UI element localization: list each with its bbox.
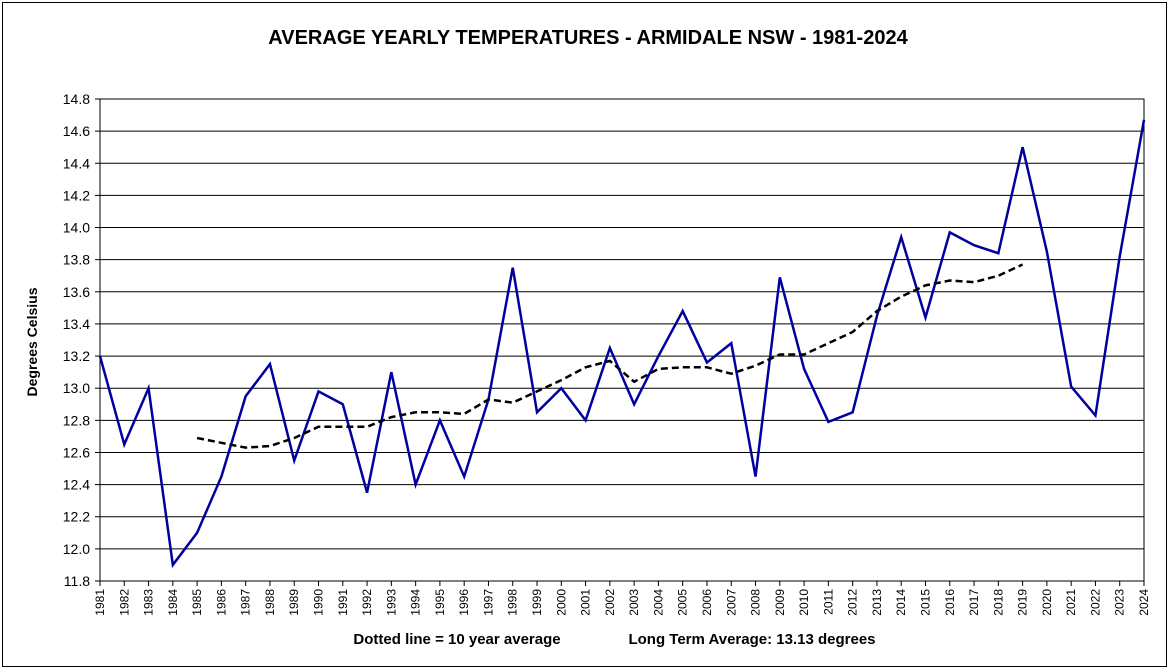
x-tick-label: 2011 xyxy=(821,589,835,615)
x-tick-label: 1989 xyxy=(287,589,301,616)
y-tick-label: 14.6 xyxy=(63,123,90,139)
y-tick-label: 14.8 xyxy=(63,91,90,107)
x-tick-label: 1981 xyxy=(93,589,107,616)
x-tick-label: 2006 xyxy=(700,589,714,616)
x-tick-label: 1991 xyxy=(336,589,350,616)
x-tick-label: 2022 xyxy=(1088,589,1102,616)
x-tick-label: 2018 xyxy=(991,589,1005,616)
x-tick-label: 2024 xyxy=(1137,589,1151,616)
y-axis: 11.8 12.0 12.2 12.4 12.6 12.8 13.0 13.2 13.4 13.6… xyxy=(63,91,100,589)
x-tick-label: 2005 xyxy=(676,589,690,616)
x-tick-label: 1990 xyxy=(312,589,326,616)
y-tick-label: 14.2 xyxy=(63,187,90,203)
x-tick-label: 1995 xyxy=(433,589,447,616)
series-layer xyxy=(98,119,1146,569)
x-tick-label: 1997 xyxy=(481,589,495,616)
x-tick-label: 2021 xyxy=(1064,589,1078,616)
x-axis: 1981 1982 1983 1984 1985 1986 1987 1988 1989 1990… xyxy=(93,581,1151,616)
y-tick-label: 12.8 xyxy=(63,412,90,428)
x-tick-label: 2012 xyxy=(846,589,860,616)
x-tick-label: 1988 xyxy=(263,589,277,616)
x-tick-label: 1996 xyxy=(457,589,471,616)
y-tick-label: 11.8 xyxy=(64,573,90,589)
x-tick-label: 1982 xyxy=(117,589,131,616)
x-tick-label: 2015 xyxy=(918,589,932,616)
x-tick-label: 2000 xyxy=(554,589,568,616)
chart-title: AVERAGE YEARLY TEMPERATURES - ARMIDALE N… xyxy=(268,27,908,49)
y-tick-label: 12.0 xyxy=(63,541,90,557)
y-tick-label: 12.4 xyxy=(63,477,90,493)
y-tick-label: 14.0 xyxy=(63,220,90,236)
x-tick-label: 1984 xyxy=(166,589,180,616)
x-tick-label: 1993 xyxy=(384,589,398,616)
y-tick-label: 12.6 xyxy=(63,444,90,460)
yearly-temperature-line xyxy=(98,119,1146,569)
x-tick-label: 2019 xyxy=(1016,589,1030,616)
y-tick-label: 14.4 xyxy=(63,155,90,171)
x-tick-label: 1985 xyxy=(190,589,204,616)
x-tick-label: 2014 xyxy=(894,589,908,616)
y-tick-label: 12.2 xyxy=(63,509,90,525)
x-tick-label: 1994 xyxy=(409,589,423,616)
x-tick-label: 1986 xyxy=(214,589,228,616)
x-tick-label: 2020 xyxy=(1040,589,1054,616)
footer-note-average: Dotted line = 10 year average xyxy=(353,631,560,648)
x-tick-label: 2004 xyxy=(651,589,665,616)
x-tick-label: 1992 xyxy=(360,589,374,616)
x-tick-label: 2023 xyxy=(1113,589,1127,616)
footer-note-long-term: Long Term Average: 13.13 degrees xyxy=(628,631,875,648)
x-tick-label: 2017 xyxy=(967,589,981,616)
plot-area xyxy=(99,98,1145,582)
y-tick-label: 13.0 xyxy=(63,380,90,396)
x-tick-label: 2013 xyxy=(870,589,884,616)
x-tick-label: 1999 xyxy=(530,589,544,616)
x-tick-label: 2007 xyxy=(724,589,738,616)
ten-year-average-line xyxy=(196,263,1024,449)
x-tick-label: 1987 xyxy=(239,589,253,616)
x-tick-label: 2010 xyxy=(797,589,811,616)
gridlines xyxy=(100,130,1144,550)
y-axis-label: Degrees Celsius xyxy=(24,287,40,396)
x-tick-label: 2009 xyxy=(773,589,787,616)
y-tick-label: 13.4 xyxy=(63,316,90,332)
x-tick-label: 2008 xyxy=(749,589,763,616)
x-tick-label: 1998 xyxy=(506,589,520,616)
y-tick-label: 13.2 xyxy=(63,348,90,364)
x-tick-label: 2002 xyxy=(603,589,617,616)
y-tick-label: 13.8 xyxy=(63,252,90,268)
x-tick-label: 2001 xyxy=(579,589,593,616)
x-tick-label: 2016 xyxy=(943,589,957,616)
x-tick-label: 1983 xyxy=(142,589,156,616)
x-tick-label: 2003 xyxy=(627,589,641,616)
y-tick-label: 13.6 xyxy=(63,284,90,300)
